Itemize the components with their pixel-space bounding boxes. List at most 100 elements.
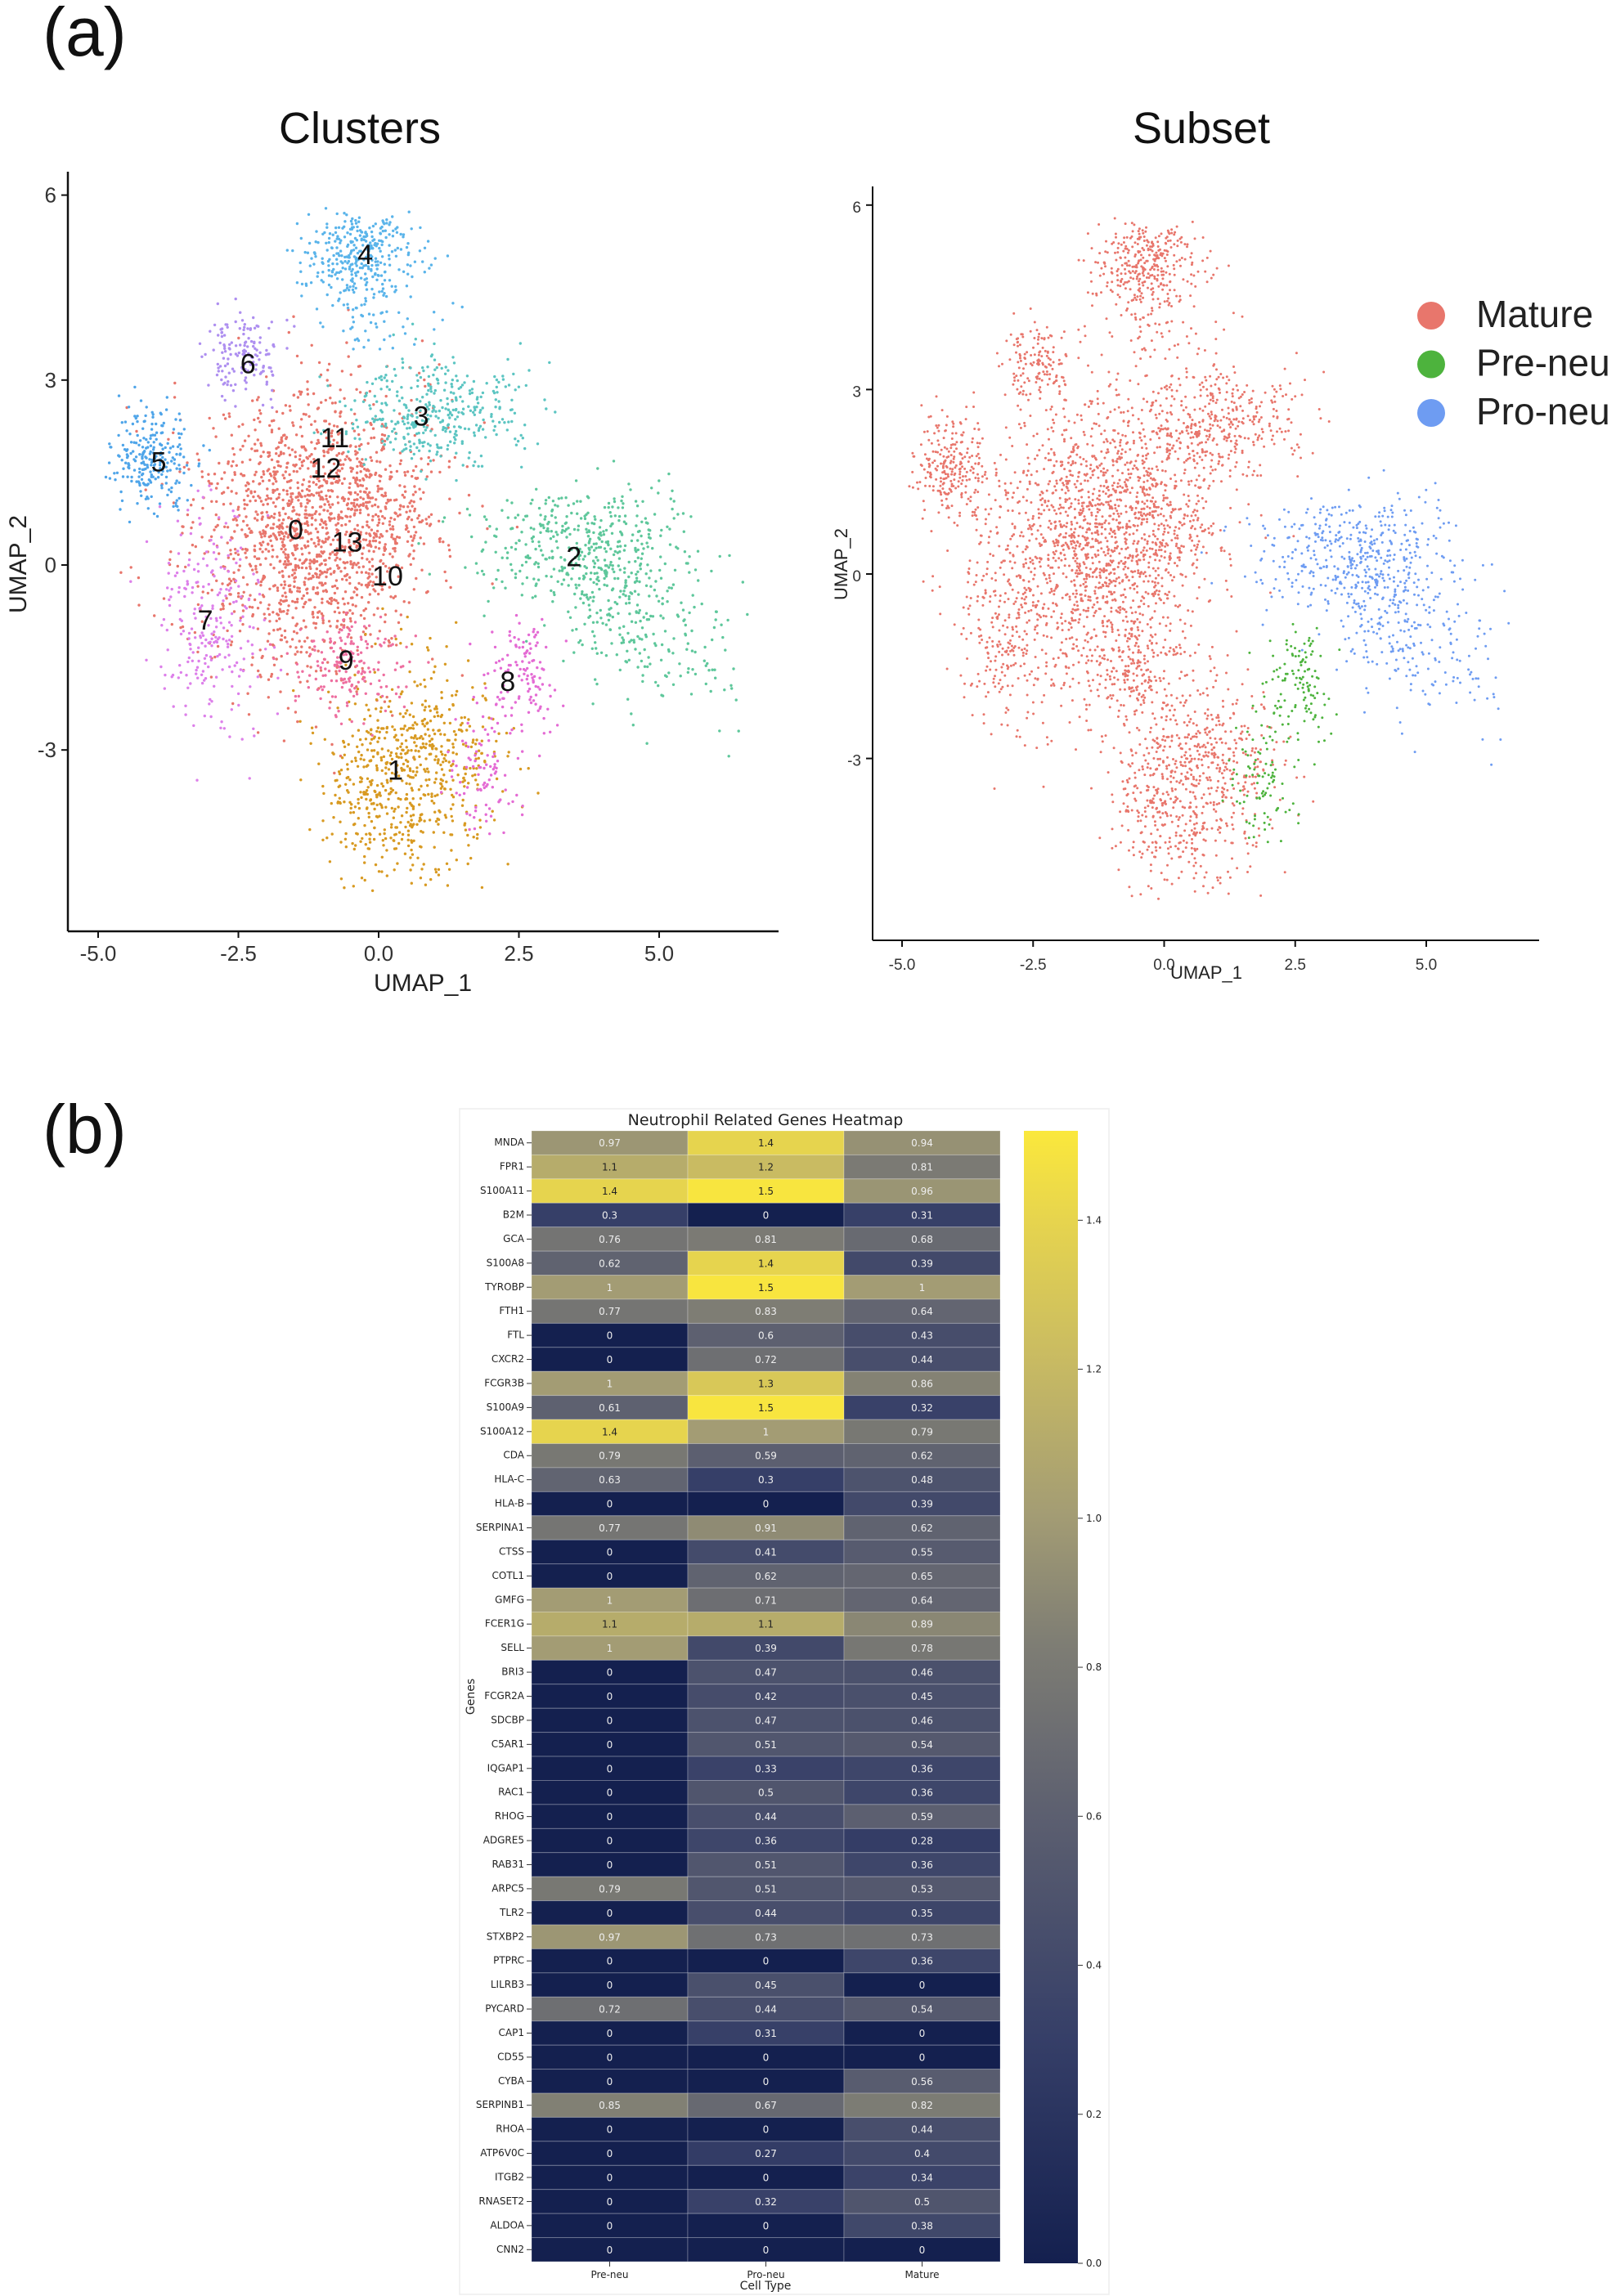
scatter-point xyxy=(1106,469,1109,472)
scatter-point xyxy=(368,560,371,563)
scatter-point xyxy=(381,447,384,451)
scatter-point xyxy=(287,604,290,608)
scatter-point xyxy=(292,505,295,509)
scatter-point xyxy=(347,355,350,358)
scatter-point xyxy=(201,506,204,510)
scatter-point xyxy=(234,579,238,582)
scatter-point xyxy=(534,594,537,598)
scatter-point xyxy=(520,563,524,567)
scatter-point xyxy=(265,348,268,352)
scatter-point xyxy=(256,675,259,679)
scatter-point xyxy=(209,715,213,719)
scatter-point xyxy=(370,738,374,741)
scatter-point xyxy=(319,669,323,672)
scatter-point xyxy=(249,529,253,533)
scatter-point xyxy=(419,400,422,403)
scatter-point xyxy=(406,709,409,712)
scatter-point xyxy=(119,571,123,574)
scatter-point xyxy=(394,289,397,292)
scatter-point xyxy=(317,441,321,445)
scatter-point xyxy=(382,581,386,585)
scatter-point xyxy=(374,642,377,646)
scatter-point xyxy=(138,467,141,471)
scatter-point xyxy=(285,347,289,350)
scatter-point xyxy=(704,682,707,686)
scatter-point xyxy=(237,675,241,678)
scatter-point xyxy=(427,515,431,518)
scatter-point xyxy=(541,617,544,621)
scatter-point xyxy=(243,341,247,344)
scatter-point xyxy=(363,679,366,683)
scatter-point xyxy=(618,550,622,554)
scatter-point xyxy=(595,542,598,545)
scatter-point xyxy=(258,547,262,551)
scatter-point xyxy=(305,651,308,654)
scatter-point xyxy=(251,652,254,656)
scatter-point xyxy=(516,756,520,760)
scatter-point xyxy=(433,794,437,798)
scatter-point xyxy=(399,693,403,696)
scatter-point xyxy=(272,419,276,422)
scatter-point xyxy=(681,608,685,612)
scatter-point xyxy=(209,538,213,542)
scatter-point xyxy=(504,546,507,550)
scatter-point xyxy=(630,572,633,575)
scatter-point xyxy=(348,486,351,490)
scatter-point xyxy=(546,707,550,711)
scatter-point xyxy=(538,754,541,758)
scatter-point xyxy=(634,581,637,584)
scatter-point xyxy=(481,406,484,410)
scatter-point xyxy=(243,325,246,329)
scatter-point xyxy=(576,500,579,503)
scatter-point xyxy=(322,685,325,688)
scatter-point xyxy=(612,460,616,463)
scatter-point xyxy=(514,572,518,576)
scatter-point xyxy=(107,461,111,464)
scatter-point xyxy=(299,454,302,457)
scatter-point xyxy=(411,474,414,478)
scatter-point xyxy=(270,321,273,324)
scatter-point xyxy=(191,659,194,662)
scatter-point xyxy=(354,274,358,277)
scatter-point xyxy=(393,546,397,550)
scatter-point xyxy=(647,532,651,536)
scatter-point xyxy=(613,576,617,581)
scatter-point xyxy=(498,407,501,410)
scatter-point xyxy=(355,571,359,574)
scatter-point xyxy=(170,486,173,490)
scatter-point xyxy=(195,666,200,669)
scatter-point xyxy=(285,612,289,616)
scatter-point xyxy=(119,490,123,494)
scatter-point xyxy=(565,515,568,518)
scatter-point xyxy=(376,752,379,756)
scatter-point xyxy=(688,611,691,615)
scatter-point xyxy=(518,646,521,649)
scatter-point xyxy=(284,470,287,473)
scatter-point xyxy=(532,680,535,684)
scatter-point xyxy=(427,388,430,392)
scatter-point xyxy=(267,607,270,611)
scatter-point xyxy=(370,545,373,548)
scatter-point xyxy=(563,529,567,533)
scatter-point xyxy=(252,495,255,499)
scatter-point xyxy=(285,489,289,493)
scatter-point xyxy=(394,832,397,836)
scatter-point xyxy=(340,482,344,485)
scatter-point xyxy=(372,801,375,805)
scatter-point xyxy=(301,483,304,487)
scatter-point xyxy=(316,460,320,463)
scatter-point xyxy=(343,220,347,223)
scatter-point xyxy=(510,398,514,401)
scatter-point xyxy=(372,613,376,617)
scatter-point xyxy=(1053,589,1056,592)
scatter-point xyxy=(173,574,177,577)
scatter-point xyxy=(298,458,302,461)
scatter-point xyxy=(355,594,359,597)
scatter-point xyxy=(222,471,227,474)
scatter-point xyxy=(662,617,665,620)
scatter-point xyxy=(306,587,309,590)
scatter-point xyxy=(524,560,528,564)
scatter-point xyxy=(281,570,284,573)
scatter-point xyxy=(232,610,236,613)
scatter-point xyxy=(316,616,320,619)
